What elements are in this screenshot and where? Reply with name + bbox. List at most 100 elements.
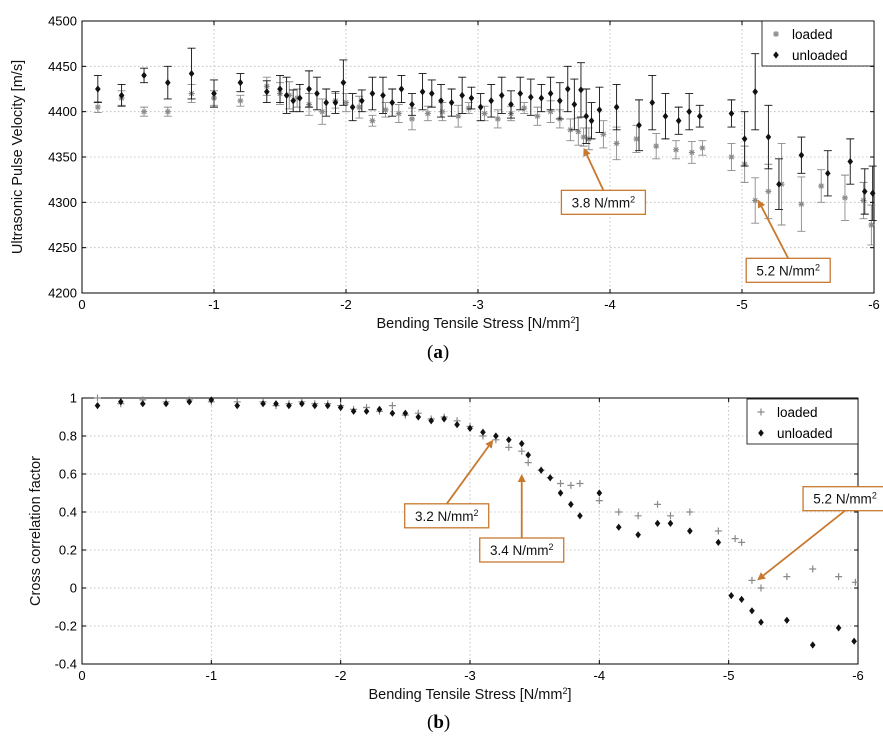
annotation-box — [560, 189, 647, 215]
y-tick-label: 4500 — [48, 14, 77, 29]
annotation-box — [404, 503, 490, 529]
data-point — [260, 400, 266, 408]
data-point — [118, 91, 125, 99]
data-point — [186, 398, 193, 406]
x-tick-label: -4 — [604, 297, 616, 312]
data-point — [323, 99, 329, 107]
data-point — [752, 197, 759, 204]
data-point — [728, 109, 735, 118]
legend-label: loaded — [792, 27, 833, 42]
data-point — [141, 108, 148, 115]
data-point — [94, 394, 102, 402]
y-tick-label: 0.8 — [59, 429, 77, 444]
plot-frame — [81, 397, 859, 665]
data-point — [525, 451, 531, 459]
annotation-arrowhead — [485, 439, 494, 449]
data-point — [94, 104, 101, 111]
annotation: 5.2 N/mm2 — [757, 486, 883, 581]
data-point — [557, 480, 565, 487]
data-point — [508, 100, 514, 109]
data-point — [696, 112, 703, 120]
data-point — [493, 432, 499, 440]
data-point — [481, 110, 488, 117]
annotation-arrow — [586, 154, 605, 191]
x-tick-label: -1 — [206, 668, 218, 683]
data-point — [851, 578, 859, 586]
data-point — [465, 105, 472, 112]
data-point — [438, 97, 444, 105]
legend-box — [761, 20, 875, 67]
x-tick-label: -1 — [208, 297, 220, 312]
data-point — [851, 637, 857, 645]
data-point — [319, 108, 326, 115]
data-point — [264, 88, 270, 96]
data-point — [595, 497, 603, 505]
data-point — [163, 400, 169, 408]
data-point — [467, 424, 473, 432]
data-point — [765, 133, 772, 141]
data-point — [380, 91, 386, 99]
legend: loaded unloaded — [746, 398, 859, 445]
annotation-box — [802, 486, 883, 512]
data-point — [409, 115, 415, 122]
data-point — [505, 443, 513, 451]
data-point — [297, 94, 303, 102]
data-point — [741, 135, 748, 143]
plot-frame — [81, 20, 875, 294]
legend-marker — [773, 31, 779, 37]
data-point — [343, 99, 349, 106]
data-point — [273, 400, 279, 408]
data-point — [809, 641, 816, 649]
data-point — [528, 93, 534, 101]
data-point — [376, 405, 383, 413]
y-tick-label: 4300 — [48, 195, 77, 210]
data-point — [798, 201, 805, 208]
x-tick-label: -2 — [335, 668, 347, 683]
y-tick-label: 4200 — [48, 286, 77, 301]
data-point — [356, 104, 363, 111]
data-point — [498, 91, 505, 99]
data-point — [547, 89, 554, 98]
data-point — [340, 79, 347, 87]
data-point — [477, 103, 484, 111]
annotation-label: 3.8 N/mm2 — [572, 194, 636, 210]
data-point — [388, 402, 396, 410]
data-point — [534, 113, 541, 120]
data-point — [299, 400, 305, 408]
data-point — [382, 106, 389, 113]
data-point — [369, 117, 376, 124]
y-tick-label: 4450 — [48, 59, 77, 74]
data-point — [441, 415, 447, 423]
data-point — [596, 106, 603, 114]
data-point — [835, 624, 842, 632]
data-point — [538, 94, 545, 102]
y-tick-label: 0.4 — [59, 505, 77, 520]
data-point — [454, 421, 460, 429]
data-point — [748, 576, 756, 584]
series-unloaded — [93, 47, 877, 221]
data-point — [633, 135, 640, 142]
data-point — [94, 402, 101, 410]
data-point — [635, 531, 641, 539]
data-point — [583, 112, 590, 120]
legend-marker — [758, 429, 764, 437]
data-point — [363, 407, 370, 415]
y-tick-label: 4400 — [48, 104, 77, 119]
data-point — [369, 89, 376, 98]
y-axis-label: Cross correlation factor — [28, 456, 44, 606]
data-point — [578, 86, 584, 94]
data-point — [283, 91, 290, 99]
data-point — [728, 154, 735, 160]
data-point — [757, 584, 765, 592]
data-point — [557, 489, 564, 497]
data-point — [312, 402, 318, 410]
data-point — [459, 91, 465, 99]
data-point — [571, 100, 578, 109]
data-point — [415, 413, 422, 421]
data-point — [538, 466, 544, 474]
data-point — [847, 157, 854, 166]
data-point — [118, 398, 124, 406]
data-point — [234, 402, 240, 410]
data-point — [389, 99, 395, 107]
